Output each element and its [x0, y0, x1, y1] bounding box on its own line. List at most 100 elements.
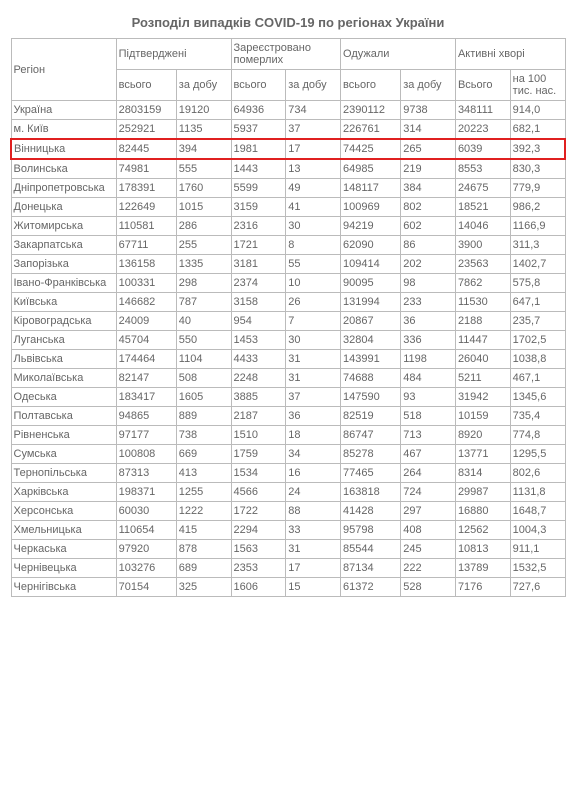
table-row: Івано-Франківська10033129823741090095987…	[11, 274, 565, 293]
table-row: Закарпатська677112551721862090863900311,…	[11, 236, 565, 255]
cell-c1: 122649	[116, 198, 176, 217]
cell-c5: 147590	[341, 388, 401, 407]
cell-region: Київська	[11, 293, 116, 312]
cell-c4: 31	[286, 350, 341, 369]
cell-c3: 1981	[231, 139, 286, 159]
cell-c4: 15	[286, 578, 341, 597]
cell-c8: 392,3	[510, 139, 565, 159]
cell-c5: 163818	[341, 483, 401, 502]
cell-c6: 245	[401, 540, 456, 559]
cell-c1: 97920	[116, 540, 176, 559]
cell-c8: 735,4	[510, 407, 565, 426]
header-row-1: Регіон Підтверджені Зареєстровано померл…	[11, 39, 565, 70]
cell-region: м. Київ	[11, 120, 116, 140]
cell-c4: 24	[286, 483, 341, 502]
cell-c1: 2803159	[116, 101, 176, 120]
table-row: Хмельницька11065441522943395798408125621…	[11, 521, 565, 540]
cell-c3: 64936	[231, 101, 286, 120]
table-row: Кіровоградська2400940954720867362188235,…	[11, 312, 565, 331]
cell-c7: 26040	[455, 350, 510, 369]
cell-c4: 37	[286, 120, 341, 140]
cell-c1: 67711	[116, 236, 176, 255]
cell-c7: 31942	[455, 388, 510, 407]
cell-c6: 297	[401, 502, 456, 521]
cell-region: Черкаська	[11, 540, 116, 559]
th-region: Регіон	[11, 39, 116, 101]
cell-region: Сумська	[11, 445, 116, 464]
cell-c8: 1345,6	[510, 388, 565, 407]
cell-region: Полтавська	[11, 407, 116, 426]
cell-c2: 255	[176, 236, 231, 255]
cell-c2: 413	[176, 464, 231, 483]
cell-c7: 14046	[455, 217, 510, 236]
cell-c7: 8920	[455, 426, 510, 445]
cell-c7: 348111	[455, 101, 510, 120]
cell-c7: 5211	[455, 369, 510, 388]
table-row: Одеська183417160538853714759093319421345…	[11, 388, 565, 407]
cell-c3: 1443	[231, 159, 286, 179]
cell-c4: 88	[286, 502, 341, 521]
cell-c6: 222	[401, 559, 456, 578]
cell-c7: 29987	[455, 483, 510, 502]
cell-c5: 100969	[341, 198, 401, 217]
cell-c4: 18	[286, 426, 341, 445]
th-sub: всього	[341, 70, 401, 101]
th-sub: за добу	[286, 70, 341, 101]
cell-c7: 7176	[455, 578, 510, 597]
table-row: Дніпропетровська178391176055994914811738…	[11, 179, 565, 198]
cell-c6: 602	[401, 217, 456, 236]
table-row: Миколаївська8214750822483174688484521146…	[11, 369, 565, 388]
cell-c2: 889	[176, 407, 231, 426]
cell-c3: 1606	[231, 578, 286, 597]
cell-c3: 5937	[231, 120, 286, 140]
cell-c4: 16	[286, 464, 341, 483]
table-row: Сумська10080866917593485278467137711295,…	[11, 445, 565, 464]
cell-c8: 682,1	[510, 120, 565, 140]
cell-c1: 183417	[116, 388, 176, 407]
table-row: Київська14668278731582613199423311530647…	[11, 293, 565, 312]
cell-c4: 41	[286, 198, 341, 217]
cell-region: Харківська	[11, 483, 116, 502]
cell-c5: 77465	[341, 464, 401, 483]
cell-region: Херсонська	[11, 502, 116, 521]
cell-c1: 70154	[116, 578, 176, 597]
table-row: Вінницька82445394198117744252656039392,3	[11, 139, 565, 159]
table-row: Черкаська979208781563318554424510813911,…	[11, 540, 565, 559]
cell-c3: 4566	[231, 483, 286, 502]
cell-c5: 64985	[341, 159, 401, 179]
cell-c6: 265	[401, 139, 456, 159]
cell-c5: 74425	[341, 139, 401, 159]
cell-c6: 9738	[401, 101, 456, 120]
cell-c5: 94219	[341, 217, 401, 236]
cell-c5: 131994	[341, 293, 401, 312]
cell-c3: 2374	[231, 274, 286, 293]
cell-c6: 86	[401, 236, 456, 255]
cell-c5: 20867	[341, 312, 401, 331]
cell-c2: 1760	[176, 179, 231, 198]
cell-c5: 143991	[341, 350, 401, 369]
table-row: Львівська1744641104443331143991119826040…	[11, 350, 565, 369]
cell-c1: 87313	[116, 464, 176, 483]
cell-c6: 467	[401, 445, 456, 464]
cell-c2: 298	[176, 274, 231, 293]
cell-c5: 148117	[341, 179, 401, 198]
cell-c6: 264	[401, 464, 456, 483]
cell-c4: 55	[286, 255, 341, 274]
cell-c2: 19120	[176, 101, 231, 120]
cell-region: Вінницька	[11, 139, 116, 159]
cell-c8: 914,0	[510, 101, 565, 120]
cell-c3: 2294	[231, 521, 286, 540]
cell-c4: 31	[286, 369, 341, 388]
cell-c5: 32804	[341, 331, 401, 350]
cell-c1: 198371	[116, 483, 176, 502]
cell-c1: 110581	[116, 217, 176, 236]
cell-c3: 1534	[231, 464, 286, 483]
cell-c8: 779,9	[510, 179, 565, 198]
cell-c3: 3885	[231, 388, 286, 407]
cell-region: Чернігівська	[11, 578, 116, 597]
cell-c4: 17	[286, 139, 341, 159]
cell-region: Одеська	[11, 388, 116, 407]
cell-c8: 1402,7	[510, 255, 565, 274]
th-confirmed: Підтверджені	[116, 39, 231, 70]
cell-c7: 8553	[455, 159, 510, 179]
